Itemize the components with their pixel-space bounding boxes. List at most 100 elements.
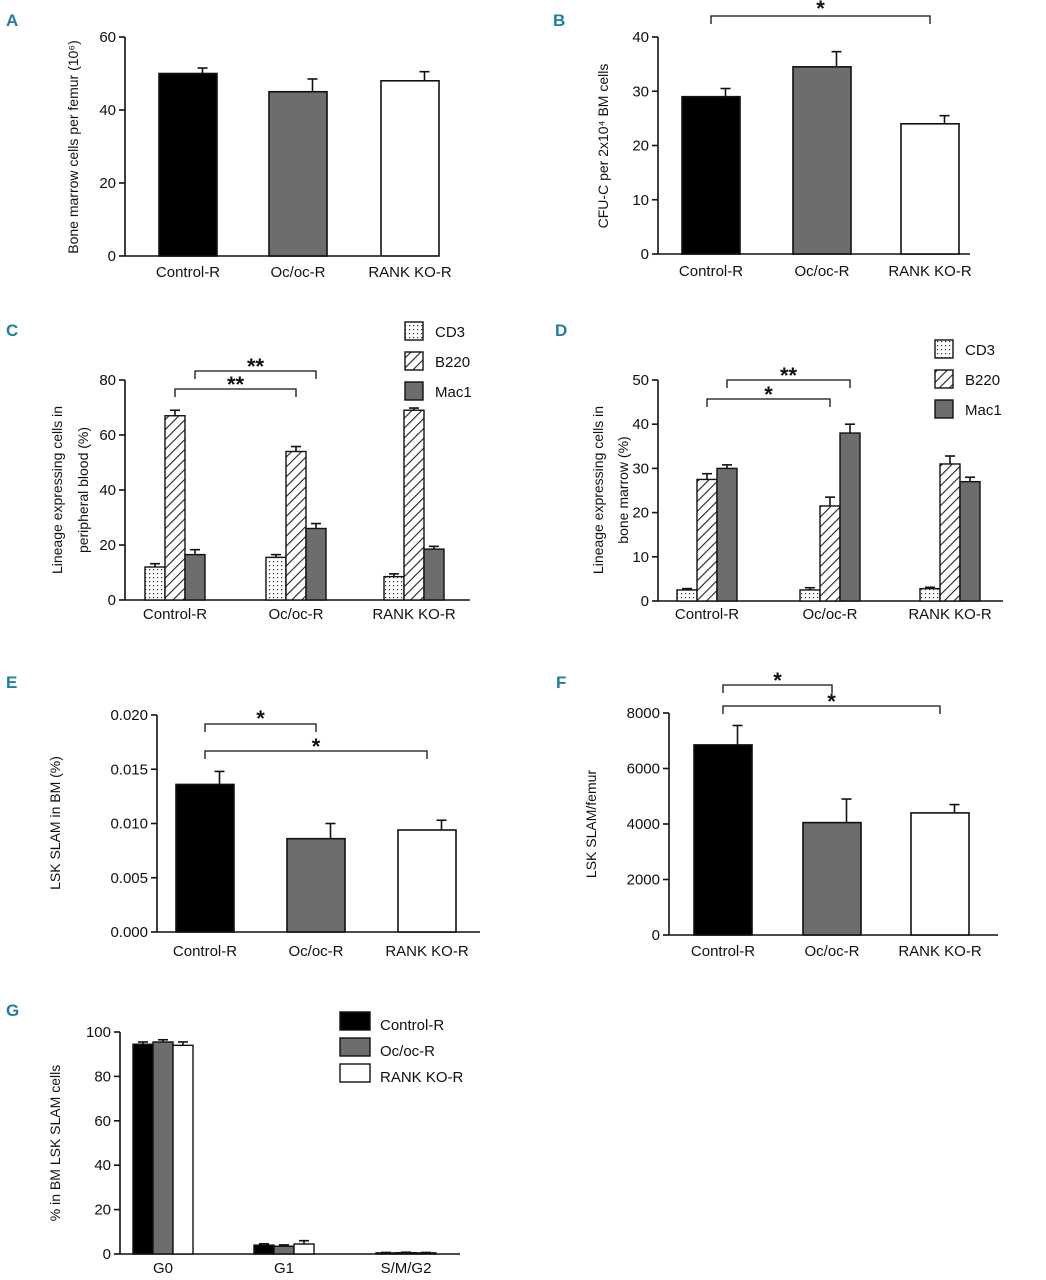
- x-category-label: Control-R: [143, 606, 207, 623]
- legend-label: Mac1: [435, 384, 472, 401]
- y-tick-label: 60: [94, 1113, 111, 1130]
- significance-bracket: [722, 684, 833, 693]
- x-category-label: Oc/oc-R: [288, 943, 343, 960]
- bar: [397, 829, 457, 933]
- x-category-label: G0: [153, 1260, 173, 1277]
- bar: [681, 95, 741, 255]
- legend-label: Oc/oc-R: [380, 1043, 435, 1060]
- significance-marker: *: [816, 0, 825, 21]
- legend-swatch: [339, 1037, 371, 1057]
- legend-label: B220: [435, 354, 470, 371]
- bar-rank-ko-r: [293, 1243, 315, 1255]
- bar-control-r: [132, 1043, 154, 1255]
- x-category-label: RANK KO-R: [372, 606, 456, 623]
- y-tick-label: 0.010: [110, 816, 148, 833]
- bar-oc-oc-r: [273, 1245, 295, 1255]
- legend-swatch: [404, 351, 424, 371]
- significance-marker: *: [773, 668, 782, 693]
- y-tick-label: 0.005: [110, 870, 148, 887]
- x-category-label: Oc/oc-R: [804, 943, 859, 960]
- panel-letter: D: [555, 321, 567, 340]
- y-tick-label: 50: [632, 372, 649, 389]
- bar-control-r: [253, 1244, 275, 1255]
- panel-a: A 0 20 40 60 Bone marrow cells per femur (10⁶…: [6, 11, 452, 281]
- y-tick-label: 0: [103, 1246, 111, 1263]
- bar-mac1: [959, 480, 981, 602]
- panel-letter: F: [556, 673, 566, 692]
- y-tick-label: 0.000: [110, 924, 148, 941]
- y-tick-label: 0: [641, 246, 649, 263]
- legend-label: CD3: [435, 324, 465, 341]
- bar-cd3: [144, 566, 166, 601]
- bar-b220: [403, 409, 425, 601]
- y-tick-label: 8000: [627, 705, 660, 722]
- x-category-label: S/M/G2: [381, 1260, 432, 1277]
- bar-b220: [819, 505, 841, 602]
- y-axis-label: CFU-C per 2x10⁴ BM cells: [595, 64, 611, 229]
- x-category-label: Control-R: [679, 263, 743, 280]
- y-tick-label: 100: [86, 1024, 111, 1041]
- y-tick-label: 0: [641, 593, 649, 610]
- x-category-label: RANK KO-R: [908, 606, 992, 623]
- y-tick-label: 10: [632, 192, 649, 209]
- significance-bracket: [174, 388, 297, 397]
- bar: [900, 123, 960, 255]
- significance-bracket: [726, 379, 851, 388]
- y-tick-label: 80: [94, 1068, 111, 1085]
- bar: [802, 821, 862, 936]
- legend-label: Control-R: [380, 1017, 444, 1034]
- significance-marker: **: [227, 372, 245, 397]
- y-axis-label: Lineage expressing cells in: [590, 406, 606, 574]
- y-tick-label: 60: [99, 29, 116, 46]
- y-axis-label: Lineage expressing cells in: [49, 406, 65, 574]
- y-axis-label: % in BM LSK SLAM cells: [47, 1065, 63, 1221]
- significance-marker: *: [256, 706, 265, 731]
- y-tick-label: 10: [632, 549, 649, 566]
- y-tick-label: 0.020: [110, 707, 148, 724]
- legend: CD3 B220 Mac1: [934, 339, 1002, 419]
- panel-letter: G: [6, 1001, 19, 1020]
- x-category-label: RANK KO-R: [898, 943, 982, 960]
- y-tick-label: 60: [99, 427, 116, 444]
- y-tick-label: 20: [99, 537, 116, 554]
- y-axis-label: LSK SLAM in BM (%): [47, 756, 63, 890]
- x-category-label: Oc/oc-R: [270, 264, 325, 281]
- x-category-label: RANK KO-R: [385, 943, 469, 960]
- y-tick-label: 0: [652, 927, 660, 944]
- significance-marker: *: [312, 734, 321, 759]
- significance-marker: **: [780, 363, 798, 388]
- significance-bracket: [722, 705, 941, 714]
- x-category-label: RANK KO-R: [888, 263, 972, 280]
- bar-cd3: [676, 589, 698, 602]
- bar: [693, 744, 753, 936]
- y-tick-label: 20: [632, 505, 649, 522]
- y-axis-label: Bone marrow cells per femur (10⁶): [65, 40, 81, 254]
- panel-letter: E: [6, 673, 17, 692]
- legend-label: RANK KO-R: [380, 1069, 464, 1086]
- legend-swatch: [404, 381, 424, 401]
- bar: [268, 90, 328, 257]
- y-tick-label: 20: [632, 138, 649, 155]
- panel-f: F 0 2000 4000 6000 8000 LSK SLAM/femur Control-…: [556, 668, 998, 960]
- y-axis-label: peripheral blood (%): [75, 427, 91, 553]
- x-category-label: Control-R: [675, 606, 739, 623]
- y-tick-label: 2000: [627, 872, 660, 889]
- legend-swatch: [339, 1063, 371, 1083]
- legend: Control-R Oc/oc-R RANK KO-R: [339, 1011, 464, 1086]
- legend-label: B220: [965, 372, 1000, 389]
- bar-rank-ko-r: [172, 1044, 194, 1255]
- y-tick-label: 40: [632, 416, 649, 433]
- x-category-label: RANK KO-R: [368, 264, 452, 281]
- legend-swatch: [934, 399, 954, 419]
- bar-mac1: [716, 467, 738, 602]
- bar-b220: [939, 463, 961, 602]
- bar-mac1: [423, 548, 445, 601]
- x-category-label: Control-R: [691, 943, 755, 960]
- significance-bracket: [204, 750, 428, 759]
- y-axis-label: LSK SLAM/femur: [583, 770, 599, 878]
- y-tick-label: 40: [99, 482, 116, 499]
- legend-swatch: [339, 1011, 371, 1031]
- bar-mac1: [305, 527, 327, 601]
- bar-b220: [285, 450, 307, 601]
